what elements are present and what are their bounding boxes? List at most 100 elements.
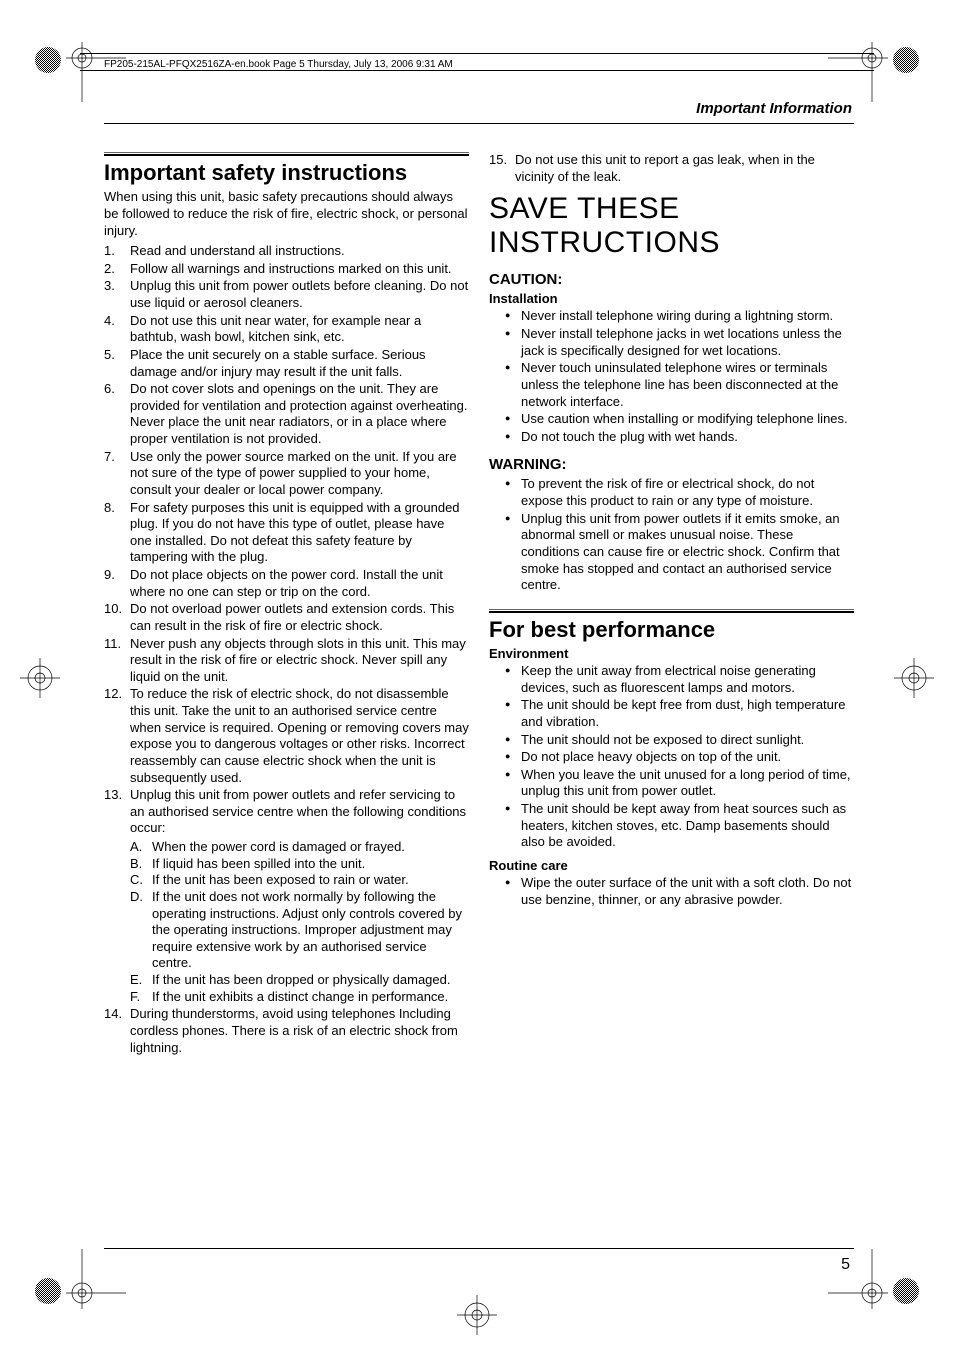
sublist-num: C. xyxy=(130,872,152,889)
right-column: 15.Do not use this unit to report a gas … xyxy=(489,152,854,1057)
bullet-text: Never touch uninsulated telephone wires … xyxy=(521,360,854,410)
list-num: 2. xyxy=(104,261,130,278)
page-content: Important Information Important safety i… xyxy=(104,100,854,1057)
list-text: For safety purposes this unit is equippe… xyxy=(130,500,469,567)
list-num: 5. xyxy=(104,347,130,380)
bullet-text: Wipe the outer surface of the unit with … xyxy=(521,875,854,908)
side-crop-mark xyxy=(884,648,944,708)
bullet-icon: ● xyxy=(505,767,521,800)
bullet-text: The unit should be kept free from dust, … xyxy=(521,697,854,730)
installation-list: ●Never install telephone wiring during a… xyxy=(489,308,854,446)
bullet-text: Unplug this unit from power outlets if i… xyxy=(521,511,854,594)
list-num: 1. xyxy=(104,243,130,260)
bullet-text: Keep the unit away from electrical noise… xyxy=(521,663,854,696)
bullet-icon: ● xyxy=(505,875,521,908)
list-num: 10. xyxy=(104,601,130,634)
caution-label: CAUTION: xyxy=(489,271,854,288)
warning-list: ●To prevent the risk of fire or electric… xyxy=(489,476,854,594)
routine-care-label: Routine care xyxy=(489,858,854,873)
list-num: 13. xyxy=(104,787,130,1005)
bullet-text: Never install telephone jacks in wet loc… xyxy=(521,326,854,359)
sublist-text: If the unit exhibits a distinct change i… xyxy=(152,989,469,1006)
footer-rule xyxy=(104,1248,854,1249)
safety-title: Important safety instructions xyxy=(104,160,469,185)
registration-mark xyxy=(892,46,920,74)
sublist-num: E. xyxy=(130,972,152,989)
list-num: 9. xyxy=(104,567,130,600)
performance-title: For best performance xyxy=(489,617,854,642)
bullet-icon: ● xyxy=(505,308,521,325)
list-text: Unplug this unit from power outlets and … xyxy=(130,787,469,1005)
bullet-icon: ● xyxy=(505,801,521,851)
registration-mark xyxy=(34,46,62,74)
bullet-icon: ● xyxy=(505,429,521,446)
bullet-icon: ● xyxy=(505,411,521,428)
list-text: Do not cover slots and openings on the u… xyxy=(130,381,469,448)
bullet-icon: ● xyxy=(505,663,521,696)
sublist-text: If the unit does not work normally by fo… xyxy=(152,889,469,972)
list-text: Use only the power source marked on the … xyxy=(130,449,469,499)
side-crop-mark xyxy=(447,1285,507,1345)
list-text: Follow all warnings and instructions mar… xyxy=(130,261,469,278)
safety-intro: When using this unit, basic safety preca… xyxy=(104,189,469,239)
sublist-text: When the power cord is damaged or frayed… xyxy=(152,839,469,856)
bullet-text: Never install telephone wiring during a … xyxy=(521,308,854,325)
sublist-text: If liquid has been spilled into the unit… xyxy=(152,856,469,873)
bullet-icon: ● xyxy=(505,476,521,509)
installation-label: Installation xyxy=(489,291,854,306)
list-text: To reduce the risk of electric shock, do… xyxy=(130,686,469,786)
list-num: 8. xyxy=(104,500,130,567)
page-title: Important Information xyxy=(104,100,854,117)
list-text: Do not overload power outlets and extens… xyxy=(130,601,469,634)
bullet-text: When you leave the unit unused for a lon… xyxy=(521,767,854,800)
save-instructions-title: SAVE THESE INSTRUCTIONS xyxy=(489,192,854,259)
list-text: During thunderstorms, avoid using teleph… xyxy=(130,1006,469,1056)
sublist-num: A. xyxy=(130,839,152,856)
list-text: Do not place objects on the power cord. … xyxy=(130,567,469,600)
book-header-text: FP205-215AL-PFQX2516ZA-en.book Page 5 Th… xyxy=(104,59,453,70)
environment-label: Environment xyxy=(489,646,854,661)
bullet-icon: ● xyxy=(505,511,521,594)
bullet-text: Use caution when installing or modifying… xyxy=(521,411,854,428)
bullet-icon: ● xyxy=(505,360,521,410)
registration-mark xyxy=(34,1277,62,1305)
sublist-num: D. xyxy=(130,889,152,972)
list-text: Do not use this unit near water, for exa… xyxy=(130,313,469,346)
bullet-icon: ● xyxy=(505,732,521,749)
safety-list: 1.Read and understand all instructions.2… xyxy=(104,243,469,1057)
safety-list-cont: 15.Do not use this unit to report a gas … xyxy=(489,152,854,186)
list-text: Place the unit securely on a stable surf… xyxy=(130,347,469,380)
bullet-icon: ● xyxy=(505,697,521,730)
sublist-text: If the unit has been dropped or physical… xyxy=(152,972,469,989)
list-num: 6. xyxy=(104,381,130,448)
bullet-text: The unit should be kept away from heat s… xyxy=(521,801,854,851)
bullet-text: Do not touch the plug with wet hands. xyxy=(521,429,854,446)
crop-mark xyxy=(818,1239,888,1309)
list-text: Never push any objects through slots in … xyxy=(130,636,469,686)
list-num: 7. xyxy=(104,449,130,499)
list-text: Read and understand all instructions. xyxy=(130,243,469,260)
list-num: 12. xyxy=(104,686,130,786)
left-column: Important safety instructions When using… xyxy=(104,152,469,1057)
list-text: Unplug this unit from power outlets befo… xyxy=(130,278,469,311)
bullet-text: To prevent the risk of fire or electrica… xyxy=(521,476,854,509)
warning-label: WARNING: xyxy=(489,456,854,473)
list-num: 11. xyxy=(104,636,130,686)
bullet-text: Do not place heavy objects on top of the… xyxy=(521,749,854,766)
list-num: 4. xyxy=(104,313,130,346)
sublist-num: F. xyxy=(130,989,152,1006)
sublist-text: If the unit has been exposed to rain or … xyxy=(152,872,469,889)
environment-list: ●Keep the unit away from electrical nois… xyxy=(489,663,854,852)
list-text: Do not use this unit to report a gas lea… xyxy=(515,152,854,185)
list-num: 3. xyxy=(104,278,130,311)
list-num: 15. xyxy=(489,152,515,185)
page-number: 5 xyxy=(841,1256,850,1274)
bullet-icon: ● xyxy=(505,749,521,766)
bullet-icon: ● xyxy=(505,326,521,359)
bullet-text: The unit should not be exposed to direct… xyxy=(521,732,854,749)
list-num: 14. xyxy=(104,1006,130,1056)
crop-mark xyxy=(66,1239,136,1309)
registration-mark xyxy=(892,1277,920,1305)
routine-care-list: ●Wipe the outer surface of the unit with… xyxy=(489,875,854,909)
sublist-num: B. xyxy=(130,856,152,873)
